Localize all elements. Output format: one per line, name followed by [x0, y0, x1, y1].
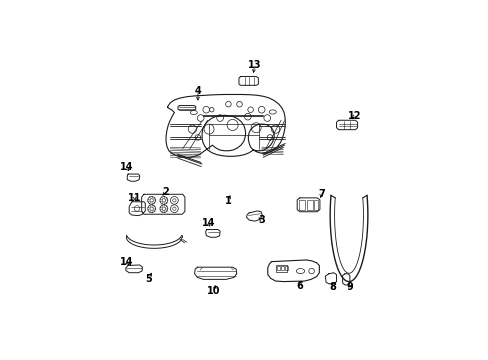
Bar	[275, 265, 286, 272]
Text: 2: 2	[163, 186, 169, 197]
Text: 9: 9	[346, 282, 352, 292]
Text: 10: 10	[207, 286, 220, 296]
Text: 4: 4	[194, 86, 201, 96]
Bar	[276, 266, 279, 270]
Text: 6: 6	[296, 281, 303, 291]
Bar	[281, 266, 284, 270]
Bar	[299, 200, 305, 210]
Text: 7: 7	[317, 189, 324, 199]
Text: 5: 5	[145, 274, 152, 284]
Text: 14: 14	[120, 162, 133, 172]
Bar	[285, 266, 287, 270]
Text: 14: 14	[202, 218, 215, 228]
Bar	[313, 200, 317, 210]
Text: 13: 13	[247, 60, 261, 70]
Text: 14: 14	[120, 257, 133, 267]
Text: 11: 11	[128, 193, 141, 203]
Text: 12: 12	[347, 111, 361, 121]
Text: 8: 8	[329, 282, 336, 292]
Text: 1: 1	[224, 195, 231, 206]
Bar	[306, 200, 312, 210]
Text: 3: 3	[258, 215, 264, 225]
